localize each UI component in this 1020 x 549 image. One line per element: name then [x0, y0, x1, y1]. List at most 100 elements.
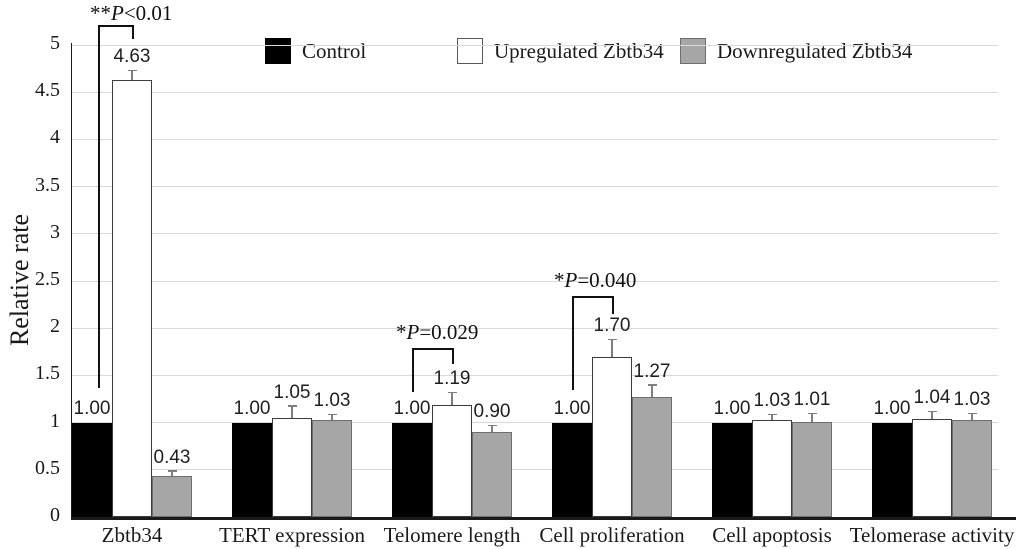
- significance-bracket-top: [98, 25, 134, 27]
- gridline: [72, 44, 998, 46]
- value-label: 1.04: [913, 387, 951, 409]
- value-label: 1.05: [273, 381, 311, 403]
- x-tick-label: Cell apoptosis: [712, 523, 832, 547]
- gridline: [72, 374, 998, 376]
- legend-swatch-downregulated: [680, 38, 706, 64]
- bar-upregulated-cell-proliferation: [592, 356, 632, 517]
- significance-bracket-top: [412, 348, 454, 350]
- bar-upregulated-telomerase-activity: [912, 418, 952, 517]
- gridline: [72, 138, 998, 140]
- error-bar-stem: [331, 415, 333, 420]
- bar-upregulated-cell-apoptosis: [752, 419, 792, 517]
- value-label: 1.70: [593, 315, 631, 337]
- bar-control-cell-apoptosis: [712, 422, 752, 517]
- legend-item-downregulated: Downregulated Zbtb34: [680, 37, 912, 65]
- bar-upregulated-telomere-length: [432, 404, 472, 517]
- x-axis-line: [70, 517, 1016, 520]
- significance-bracket-top: [572, 296, 614, 298]
- bar-downregulated-telomere-length: [472, 432, 512, 517]
- error-bar-cap: [167, 470, 177, 472]
- error-bar-cap: [487, 424, 497, 427]
- legend-swatch-control: [265, 38, 291, 64]
- value-label: 4.63: [113, 46, 151, 68]
- error-bar-cap: [647, 384, 657, 386]
- bar-downregulated-cell-apoptosis: [792, 421, 832, 517]
- bar-control-tert-expression: [232, 422, 272, 517]
- error-bar-stem: [931, 412, 933, 419]
- error-bar-cap: [327, 413, 337, 416]
- x-tick-label: TERT expression: [219, 523, 365, 547]
- significance-bracket-right: [132, 25, 134, 39]
- error-bar-stem: [971, 414, 973, 420]
- x-tick-label: Cell proliferation: [539, 523, 685, 547]
- bar-control-telomere-length: [392, 422, 432, 517]
- value-label: 1.27: [633, 360, 671, 382]
- gridline: [72, 327, 998, 329]
- y-tick-label: 2: [50, 315, 60, 338]
- y-tick-label: 5: [50, 32, 60, 54]
- error-bar-stem: [131, 71, 133, 80]
- error-bar-cap: [967, 412, 977, 415]
- error-bar-stem: [651, 385, 653, 398]
- bar-upregulated-tert-expression: [272, 417, 312, 517]
- error-bar-cap: [767, 413, 777, 416]
- error-bar-stem: [771, 415, 773, 420]
- y-tick-label: 1: [50, 409, 60, 432]
- significance-label: *P=0.029: [396, 320, 479, 344]
- legend-item-upregulated: Upregulated Zbtb34: [457, 37, 664, 65]
- x-tick-label: Telomere length: [383, 523, 521, 547]
- value-label: 0.90: [473, 401, 511, 423]
- significance-label: *P=0.040: [554, 268, 637, 292]
- value-label: 1.03: [753, 390, 791, 412]
- gridline: [72, 91, 998, 93]
- gridline: [72, 233, 998, 235]
- value-label: 1.19: [433, 368, 471, 390]
- gridline: [72, 280, 998, 282]
- error-bar-stem: [291, 406, 293, 418]
- y-tick-label: 3.5: [35, 173, 60, 196]
- value-label: 1.00: [553, 397, 591, 419]
- error-bar-stem: [811, 414, 813, 422]
- value-label: 0.43: [153, 446, 191, 468]
- significance-bracket-right: [452, 348, 454, 364]
- value-label: 1.03: [313, 390, 351, 412]
- value-label: 1.00: [393, 397, 431, 419]
- value-label: 1.03: [953, 389, 991, 411]
- bar-downregulated-telomerase-activity: [952, 419, 992, 517]
- gridline: [72, 186, 998, 188]
- bar-downregulated-zbtb34: [152, 476, 192, 517]
- value-label: 1.01: [793, 389, 831, 411]
- error-bar-cap: [807, 412, 817, 415]
- legend-label-downregulated: Downregulated Zbtb34: [717, 38, 913, 63]
- error-bar-stem: [491, 426, 493, 433]
- significance-bracket-left: [412, 348, 414, 392]
- value-label: 1.00: [713, 397, 751, 419]
- y-axis-line: [70, 43, 72, 517]
- value-label: 1.00: [73, 397, 111, 419]
- y-tick-label: 1.5: [35, 362, 60, 385]
- error-bar-cap: [927, 410, 937, 413]
- significance-bracket-left: [572, 296, 574, 390]
- legend-swatch-upregulated: [457, 38, 483, 64]
- error-bar-cap: [287, 405, 297, 407]
- significance-label: **P<0.01: [90, 1, 173, 25]
- error-bar-cap: [607, 338, 617, 341]
- value-label: 1.00: [233, 397, 271, 419]
- significance-bracket-left: [98, 25, 100, 388]
- error-bar-stem: [611, 340, 613, 357]
- y-tick-label: 0: [50, 504, 60, 526]
- y-tick-label: 3: [50, 220, 60, 243]
- gridline: [72, 469, 998, 471]
- bar-downregulated-tert-expression: [312, 419, 352, 517]
- bar-control-cell-proliferation: [552, 422, 592, 517]
- bar-control-telomerase-activity: [872, 422, 912, 517]
- bar-control-zbtb34: [72, 422, 112, 517]
- legend-item-control: Control: [265, 37, 366, 65]
- error-bar-stem: [171, 471, 173, 477]
- legend-label-upregulated: Upregulated Zbtb34: [494, 38, 664, 63]
- y-tick-label: 2.5: [35, 268, 60, 290]
- error-bar-cap: [127, 69, 137, 72]
- y-tick-label: 4: [50, 126, 60, 149]
